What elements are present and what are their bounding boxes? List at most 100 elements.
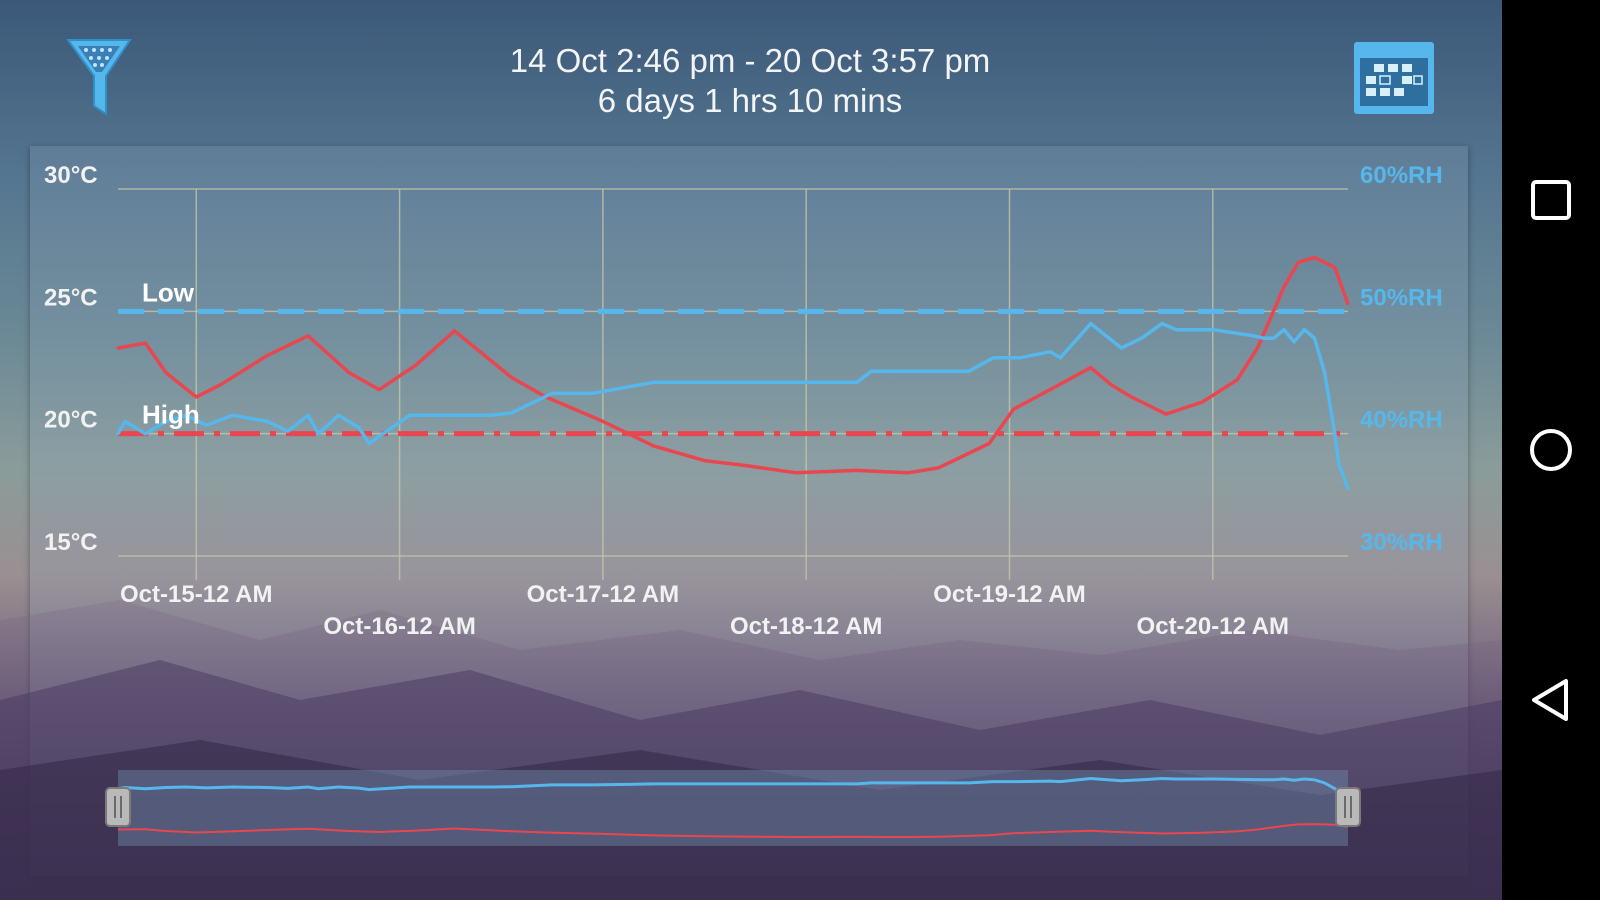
- data-point-temperature: [377, 388, 381, 392]
- data-point-temperature: [1089, 366, 1093, 370]
- navigator-line-temperature: [117, 823, 1349, 839]
- header-bar: 14 Oct 2:46 pm - 20 Oct 3:57 pm 6 days 1…: [0, 0, 1502, 140]
- data-point-humidity: [265, 419, 269, 423]
- temperature-humidity-chart: 15°C 20°C 25°C 30°C 30%RH 40%RH 50%RH 60%RH Oct-…: [0, 162, 1502, 900]
- y-right-tick-label: 30%RH: [1360, 529, 1443, 556]
- data-point-humidity: [231, 413, 235, 417]
- data-point-temperature: [743, 463, 747, 467]
- data-point-humidity: [316, 432, 320, 436]
- triangle-back-icon[interactable]: [1502, 660, 1600, 740]
- data-point-humidity: [357, 426, 361, 430]
- data-point-humidity: [753, 380, 757, 384]
- data-point-humidity: [1302, 328, 1306, 332]
- y-right-tick-label: 40%RH: [1360, 407, 1443, 434]
- data-point-humidity: [1337, 462, 1341, 466]
- calendar-icon[interactable]: [1352, 40, 1436, 116]
- data-point-humidity: [550, 391, 554, 395]
- data-point-temperature: [265, 353, 269, 357]
- data-point-temperature: [936, 466, 940, 470]
- y-right-tick-label: 50%RH: [1360, 284, 1443, 311]
- data-point-humidity: [184, 413, 188, 417]
- data-point-temperature: [116, 346, 120, 350]
- threshold-label-low: Low: [142, 277, 195, 307]
- data-point-temperature: [906, 471, 910, 475]
- data-point-humidity: [1251, 334, 1255, 338]
- data-point-temperature: [347, 371, 351, 374]
- circle-home-icon[interactable]: [1502, 410, 1600, 490]
- data-point-temperature: [1129, 395, 1133, 399]
- data-point-humidity: [1048, 350, 1052, 354]
- data-point-humidity: [869, 369, 873, 373]
- data-point-humidity: [764, 380, 768, 384]
- data-point-humidity: [123, 419, 127, 423]
- data-point-humidity: [1282, 328, 1286, 332]
- data-point-humidity: [1333, 432, 1337, 436]
- duration-subtitle: 6 days 1 hrs 10 mins: [597, 82, 903, 119]
- data-point-temperature: [194, 395, 198, 399]
- data-point-temperature: [1048, 388, 1052, 392]
- data-point-humidity: [367, 441, 371, 445]
- data-point-humidity: [1312, 336, 1316, 340]
- data-point-humidity: [1007, 356, 1011, 360]
- data-point-temperature: [509, 375, 513, 379]
- y-left-tick-label: 15°C: [44, 529, 98, 556]
- data-point-humidity: [116, 432, 120, 436]
- data-point-temperature: [306, 334, 310, 338]
- navigator-line-humidity: [117, 776, 1349, 796]
- data-point-temperature: [1012, 407, 1016, 411]
- data-point-temperature: [414, 363, 418, 367]
- data-point-temperature: [601, 419, 605, 423]
- data-point-temperature: [652, 444, 656, 448]
- handle-grip[interactable]: [105, 787, 131, 827]
- x-tick-label: Oct-19-12 AM: [933, 581, 1085, 608]
- data-point-humidity: [306, 413, 310, 417]
- square-recents-icon[interactable]: [1502, 160, 1600, 240]
- data-point-humidity: [1292, 340, 1296, 344]
- data-point-humidity: [1160, 322, 1164, 326]
- navigator-left-handle[interactable]: [105, 787, 131, 827]
- data-point-humidity: [204, 423, 208, 427]
- data-point-temperature: [219, 383, 223, 387]
- y-right-tick-label: 60%RH: [1360, 162, 1443, 189]
- data-point-humidity: [1140, 336, 1144, 340]
- navigator-window: [118, 770, 1348, 846]
- range-navigator[interactable]: [105, 770, 1361, 846]
- data-point-temperature: [1256, 346, 1260, 350]
- data-point-temperature: [1333, 265, 1337, 269]
- data-point-humidity: [926, 369, 930, 373]
- filter-icon[interactable]: [64, 36, 134, 118]
- x-tick-label: Oct-17-12 AM: [527, 581, 679, 608]
- x-tick-label: Oct-18-12 AM: [730, 613, 882, 640]
- data-point-temperature: [1282, 285, 1286, 289]
- handle-grip[interactable]: [1335, 787, 1361, 827]
- data-point-temperature: [794, 471, 798, 475]
- data-point-humidity: [1174, 328, 1178, 332]
- data-point-temperature: [855, 468, 859, 472]
- data-point-temperature: [987, 441, 991, 445]
- data-point-temperature: [1201, 400, 1205, 404]
- mountain-background: [0, 600, 1502, 900]
- data-point-humidity: [448, 413, 452, 417]
- data-point-humidity: [408, 413, 412, 417]
- data-point-temperature: [1312, 256, 1316, 260]
- data-point-humidity: [489, 413, 493, 417]
- data-point-humidity: [991, 356, 995, 360]
- data-point-temperature: [1164, 412, 1168, 416]
- data-point-humidity: [1272, 336, 1276, 340]
- data-point-humidity: [143, 432, 147, 436]
- data-point-humidity: [723, 380, 727, 384]
- data-point-humidity: [164, 419, 168, 423]
- data-point-temperature: [143, 341, 147, 345]
- series-line-temperature: [117, 255, 1350, 475]
- data-point-humidity: [1346, 487, 1350, 491]
- navigator-right-handle[interactable]: [1335, 787, 1361, 827]
- data-point-humidity: [967, 369, 971, 373]
- threshold-label-high: High: [142, 400, 200, 430]
- data-point-humidity: [337, 413, 341, 417]
- y-left-tick-label: 20°C: [44, 407, 98, 434]
- data-point-humidity: [1018, 356, 1022, 360]
- x-tick-label: Oct-20-12 AM: [1137, 613, 1289, 640]
- data-point-humidity: [591, 391, 595, 395]
- x-tick-label: Oct-15-12 AM: [120, 581, 272, 608]
- data-point-humidity: [1323, 371, 1327, 374]
